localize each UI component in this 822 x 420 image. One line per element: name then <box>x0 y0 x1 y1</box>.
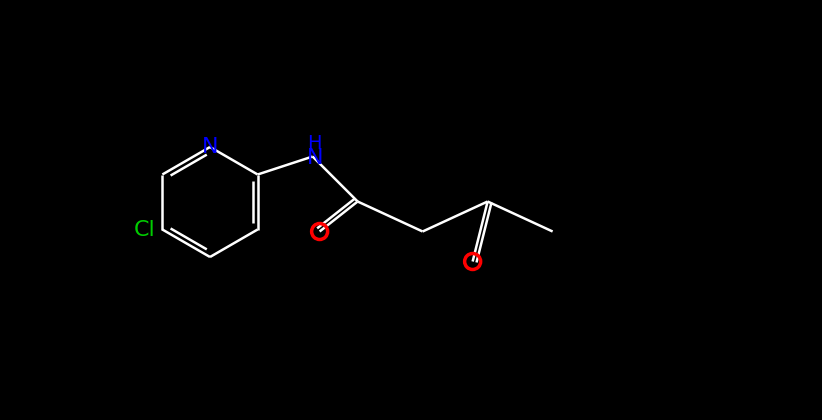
Text: H: H <box>307 134 322 153</box>
Text: N: N <box>307 149 323 168</box>
Text: N: N <box>201 137 219 157</box>
Text: Cl: Cl <box>133 220 155 239</box>
